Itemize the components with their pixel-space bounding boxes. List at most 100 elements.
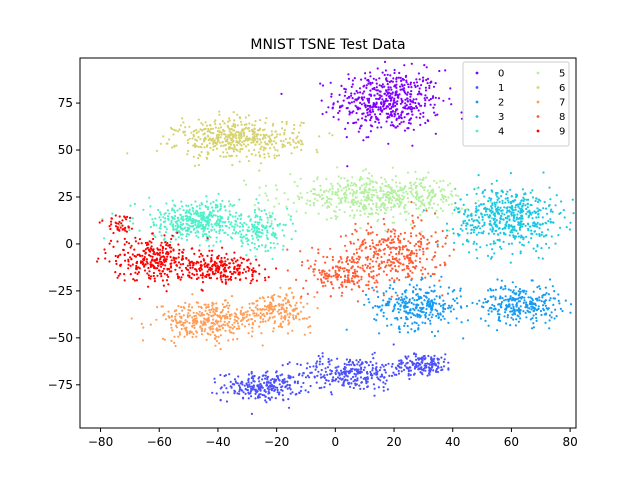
- data-point: [316, 151, 319, 154]
- data-point: [415, 362, 418, 365]
- data-point: [332, 274, 335, 277]
- data-point: [372, 270, 375, 273]
- data-point: [392, 309, 395, 312]
- data-point: [172, 319, 175, 323]
- data-point: [439, 207, 442, 210]
- data-point: [468, 251, 471, 254]
- data-point: [441, 368, 444, 371]
- data-point: [460, 207, 463, 210]
- data-point: [282, 140, 285, 143]
- data-point: [352, 252, 356, 256]
- data-point: [228, 154, 231, 157]
- data-point: [280, 308, 283, 311]
- data-point: [410, 193, 414, 196]
- data-point: [322, 255, 325, 258]
- data-point: [369, 117, 373, 120]
- data-point: [358, 256, 362, 259]
- data-point: [336, 215, 339, 219]
- data-point: [415, 249, 418, 252]
- data-point: [420, 93, 423, 96]
- data-point: [172, 227, 175, 230]
- data-point: [561, 309, 564, 313]
- data-point: [487, 232, 490, 235]
- data-point: [367, 287, 370, 290]
- data-point: [540, 300, 543, 303]
- data-point: [382, 389, 385, 392]
- data-point: [387, 95, 391, 98]
- data-point: [230, 331, 233, 334]
- data-point: [318, 135, 321, 138]
- data-point: [323, 202, 327, 205]
- data-point: [174, 214, 177, 218]
- data-point: [519, 317, 522, 320]
- data-point: [438, 295, 441, 298]
- data-point: [247, 397, 250, 400]
- data-point: [336, 166, 339, 169]
- data-point: [433, 254, 436, 258]
- data-point: [199, 138, 202, 141]
- data-point: [410, 90, 413, 93]
- data-point: [398, 325, 401, 328]
- data-point: [350, 85, 353, 88]
- data-point: [517, 294, 521, 297]
- data-point: [504, 311, 507, 314]
- data-point: [350, 94, 353, 97]
- data-point: [420, 301, 423, 304]
- data-point: [330, 372, 333, 375]
- data-point: [270, 140, 273, 143]
- data-point: [184, 319, 187, 322]
- data-point: [201, 233, 204, 236]
- data-point: [405, 305, 408, 309]
- data-point: [215, 224, 218, 227]
- data-point: [191, 220, 194, 223]
- data-point: [320, 281, 323, 284]
- data-point: [493, 304, 496, 308]
- data-point: [260, 209, 263, 213]
- data-point: [252, 384, 255, 387]
- data-point: [216, 205, 219, 209]
- data-point: [490, 296, 493, 299]
- data-point: [527, 296, 530, 299]
- data-point: [241, 323, 244, 326]
- data-point: [273, 315, 276, 318]
- data-point: [410, 184, 413, 187]
- data-point: [205, 223, 208, 226]
- data-point: [530, 308, 533, 311]
- data-point: [478, 222, 481, 225]
- data-point: [366, 191, 369, 194]
- data-point: [369, 266, 372, 269]
- data-point: [533, 230, 537, 233]
- data-point: [200, 327, 204, 330]
- data-point: [377, 377, 380, 380]
- data-point: [210, 223, 213, 226]
- data-point: [238, 230, 242, 233]
- data-point: [264, 374, 267, 377]
- data-point: [278, 379, 281, 382]
- data-point: [236, 320, 239, 323]
- data-point: [258, 194, 261, 197]
- data-point: [470, 232, 473, 235]
- data-point: [221, 224, 224, 227]
- data-point: [559, 226, 562, 229]
- data-point: [362, 139, 365, 142]
- data-point: [508, 225, 511, 228]
- data-point: [404, 364, 407, 367]
- data-point: [237, 317, 240, 320]
- data-point: [373, 86, 376, 90]
- data-point: [432, 85, 436, 88]
- data-point: [330, 182, 333, 185]
- data-point: [369, 89, 372, 92]
- data-point: [218, 208, 221, 212]
- data-point: [447, 196, 450, 199]
- data-point: [183, 307, 186, 310]
- data-point: [187, 308, 190, 311]
- data-point: [386, 388, 389, 391]
- data-point: [374, 211, 378, 215]
- data-point: [322, 276, 325, 279]
- data-point: [520, 297, 523, 300]
- data-point: [251, 375, 254, 378]
- data-point: [425, 66, 428, 69]
- data-point: [403, 210, 406, 214]
- data-point: [398, 246, 402, 249]
- data-point: [502, 240, 505, 243]
